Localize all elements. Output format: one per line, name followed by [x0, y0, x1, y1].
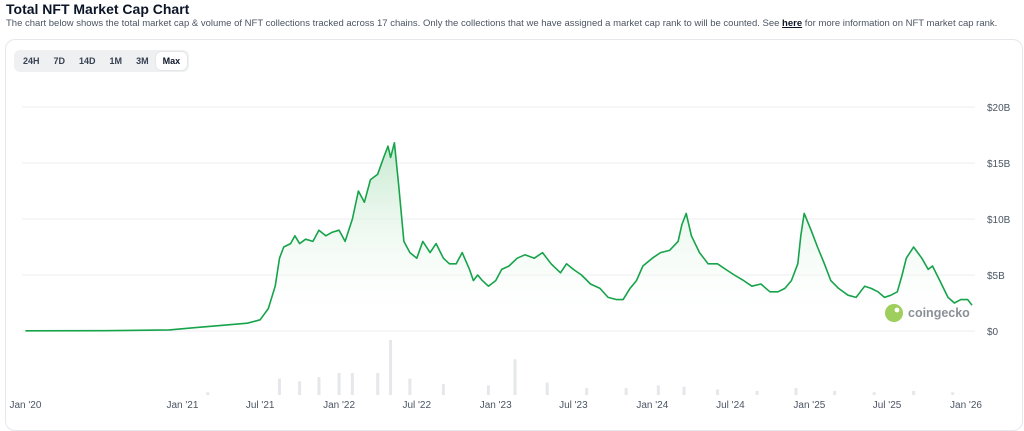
volume-bar: [912, 390, 916, 395]
x-tick-label: Jan '22: [323, 400, 355, 411]
description-text: The chart below shows the total market c…: [6, 18, 783, 29]
volume-bar: [624, 388, 628, 395]
volume-bar: [794, 388, 798, 395]
y-tick-label: $5B: [987, 271, 1005, 282]
volume-bar: [716, 389, 720, 395]
volume-bar: [656, 385, 660, 395]
x-tick-label: Jan '23: [480, 400, 512, 411]
x-tick-label: Jul '21: [246, 400, 275, 411]
x-tick-label: Jan '26: [950, 400, 982, 411]
volume-bar: [277, 378, 281, 395]
volume-bar: [350, 373, 354, 395]
range-tab-7d[interactable]: 7D: [53, 56, 66, 66]
volume-bar: [486, 385, 490, 395]
volume-bars: [206, 340, 955, 395]
gecko-eye-icon: [894, 307, 900, 313]
coingecko-watermark: coingecko: [885, 304, 970, 322]
x-tick-label: Jan '21: [167, 400, 199, 411]
x-axis-ticks: Jan '20 Jan '21 Jul '21 Jan '22 Jul '22 Jan '…: [9, 400, 982, 411]
range-tab-3m[interactable]: 3M: [136, 56, 149, 66]
y-tick-label: $15B: [987, 159, 1011, 170]
x-tick-label: Jul '25: [873, 400, 902, 411]
volume-bar: [951, 392, 955, 395]
x-tick-label: Jul '24: [716, 400, 745, 411]
volume-bar: [513, 359, 517, 395]
volume-bar: [545, 382, 549, 395]
x-tick-label: Jan '20: [9, 400, 41, 411]
x-tick-label: Jul '22: [402, 400, 431, 411]
x-tick-label: Jul '23: [559, 400, 588, 411]
market-cap-area: [25, 142, 972, 331]
y-tick-label: $20B: [987, 103, 1011, 114]
volume-bar: [389, 340, 393, 395]
range-tab-max[interactable]: Max: [155, 52, 188, 70]
volume-bar: [682, 386, 686, 395]
chart-description: The chart below shows the total market c…: [6, 18, 997, 29]
here-link[interactable]: here: [782, 18, 803, 29]
page-title: Total NFT Market Cap Chart: [6, 1, 190, 17]
range-tab-1m[interactable]: 1M: [109, 56, 123, 66]
volume-bar: [337, 373, 341, 395]
x-tick-label: Jan '24: [636, 400, 668, 411]
market-cap-line: [25, 142, 973, 332]
volume-bar: [585, 388, 589, 395]
volume-bar: [206, 392, 210, 395]
volume-bar: [317, 377, 321, 395]
volume-bar: [441, 384, 445, 395]
volume-bar: [376, 373, 380, 395]
range-tab-24h[interactable]: 24H: [23, 56, 40, 66]
watermark-text: coingecko: [908, 306, 970, 320]
volume-bar: [755, 390, 759, 395]
range-tab-14d[interactable]: 14D: [79, 56, 96, 66]
volume-bar: [872, 392, 876, 395]
x-tick-label: Jan '25: [793, 400, 825, 411]
gecko-logo-icon: [885, 304, 903, 322]
y-tick-label: $10B: [987, 215, 1011, 226]
description-text-end: for more information on NFT market cap r…: [802, 18, 998, 29]
y-tick-label: $0: [987, 327, 999, 338]
volume-bar: [298, 381, 302, 395]
volume-bar: [408, 378, 412, 395]
time-range-selector: 24H 7D 14D 1M 3M Max: [14, 50, 190, 72]
y-axis-ticks: $0 $5B $10B $15B $20B: [987, 103, 1011, 338]
volume-bar: [833, 390, 837, 395]
